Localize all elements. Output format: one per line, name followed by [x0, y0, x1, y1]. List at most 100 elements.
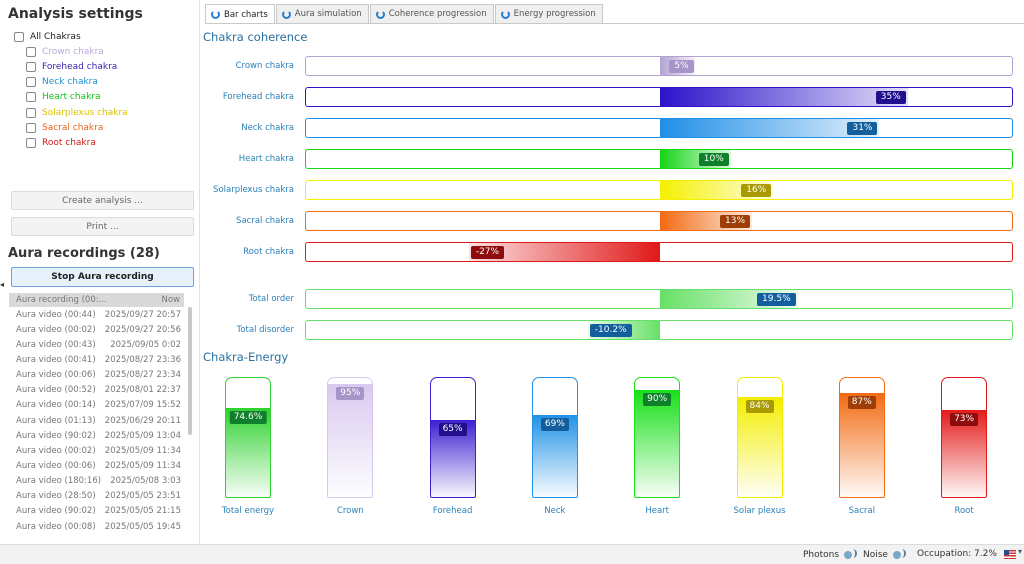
recording-time: 2025/08/27 23:36	[104, 354, 181, 365]
status-bar: Photons Noise Occupation: 7.2%	[0, 544, 1024, 564]
energy-value-label: 74.6%	[229, 411, 267, 425]
coherence-row-label: Total disorder	[236, 325, 294, 335]
checkbox-box[interactable]	[26, 122, 36, 133]
recording-row[interactable]: Aura video (00:02) 2025/05/09 11:34	[9, 443, 184, 458]
energy-column	[531, 377, 578, 498]
energy-value-label: 84%	[745, 400, 774, 414]
energy-column	[429, 377, 476, 498]
energy-value-label: 87%	[847, 396, 876, 410]
checkbox-box[interactable]	[26, 77, 36, 88]
recording-row[interactable]: Aura video (90:02) 2025/05/05 21:15	[9, 504, 184, 519]
recording-row[interactable]: Aura video (00:44) 2025/09/27 20:57	[9, 307, 184, 322]
refresh-icon	[211, 10, 220, 19]
tab-energy-progression[interactable]: Energy progression	[494, 4, 603, 23]
coherence-bar: 31%	[305, 118, 1013, 138]
checkbox-box[interactable]	[14, 31, 24, 42]
recording-row[interactable]: Aura video (00:06) 2025/08/27 23:34	[9, 368, 184, 383]
print-button[interactable]: Print ...	[11, 217, 194, 236]
checkbox-box[interactable]	[26, 61, 36, 72]
coherence-row-label: Solarplexus chakra	[213, 185, 294, 195]
recording-time: 2025/06/29 20:11	[104, 415, 181, 426]
energy-value-label: 95%	[336, 386, 365, 400]
coherence-row-label: Root chakra	[243, 247, 294, 257]
energy-column-fill	[635, 389, 680, 497]
recording-time: 2025/08/01 22:37	[104, 385, 181, 396]
recording-row[interactable]: Aura video (180:16) 2025/05/08 3:03	[9, 474, 184, 489]
recording-row[interactable]: Aura video (00:14) 2025/07/09 15:52	[9, 398, 184, 413]
tab-aura-simulation[interactable]: Aura simulation	[275, 4, 369, 23]
noise-label: Noise	[863, 549, 888, 560]
recordings-scrollbar[interactable]	[188, 307, 192, 435]
recording-row[interactable]: Aura video (01:13) 2025/06/29 20:11	[9, 413, 184, 428]
checkbox-box[interactable]	[26, 137, 36, 148]
recording-row[interactable]: Aura video (00:08) 2025/05/05 19:45	[9, 519, 184, 534]
energy-column-label: Root	[954, 506, 974, 516]
energy-column-label: Solar plexus	[733, 506, 786, 516]
recording-row[interactable]: Aura video (28:50) 2025/05/05 23:51	[9, 489, 184, 504]
energy-column	[225, 377, 271, 498]
coherence-value-label: 5%	[669, 60, 694, 73]
recording-time: 2025/05/05 23:51	[104, 491, 181, 502]
recording-row[interactable]: Aura video (00:02) 2025/09/27 20:56	[9, 322, 184, 337]
checkbox-label: Neck chakra	[42, 77, 98, 88]
refresh-icon	[500, 9, 510, 19]
coherence-value-label: 31%	[847, 122, 878, 135]
coherence-bar: 19.5%	[305, 289, 1013, 309]
collapse-arrow-icon[interactable]: ◂	[0, 280, 5, 289]
recording-row[interactable]: Aura video (90:02) 2025/05/09 13:04	[9, 428, 184, 443]
recording-name: Aura video (00:02)	[16, 445, 96, 456]
checkbox-chakra[interactable]: Sacral chakra	[26, 120, 128, 135]
recording-row[interactable]: Aura video (00:43) 2025/09/05 0:02	[9, 337, 184, 352]
create-analysis-button[interactable]: Create analysis ...	[11, 191, 194, 210]
checkbox-box[interactable]	[26, 46, 36, 57]
recording-time: 2025/09/27 20:57	[104, 309, 181, 320]
left-panel: Analysis settings All Chakras Crown chak…	[0, 0, 200, 544]
recording-row[interactable]: Aura video (00:41) 2025/08/27 23:36	[9, 352, 184, 367]
checkbox-box[interactable]	[26, 107, 36, 118]
recording-list-header-row[interactable]: Aura recording (00:... Now	[9, 293, 184, 307]
tab-label: Aura simulation	[294, 9, 362, 19]
checkbox-box[interactable]	[26, 92, 36, 103]
stop-aura-recording-button[interactable]: Stop Aura recording	[11, 267, 194, 287]
coherence-value-label: 16%	[741, 184, 772, 197]
energy-column-label: Heart	[645, 506, 670, 516]
energy-value-label: 69%	[540, 417, 569, 431]
coherence-row-label: Total order	[248, 294, 294, 304]
coherence-value-label: 35%	[875, 91, 906, 104]
coherence-row-label: Heart chakra	[238, 154, 294, 164]
checkbox-chakra[interactable]: Heart chakra	[26, 90, 128, 105]
tab-bar-charts[interactable]: Bar charts	[205, 4, 275, 24]
checkbox-chakra[interactable]: Forehead chakra	[26, 59, 128, 74]
refresh-icon	[375, 9, 385, 19]
recording-time: 2025/05/09 11:34	[104, 460, 181, 471]
coherence-bar: 35%	[305, 87, 1013, 107]
coherence-bar: -10.2%	[305, 320, 1013, 340]
coherence-bar: 13%	[305, 211, 1013, 231]
checkbox-label: Root chakra	[42, 137, 96, 148]
tab-label: Energy progression	[513, 9, 596, 19]
tab-label: Coherence progression	[388, 9, 487, 19]
tab-coherence-progression[interactable]: Coherence progression	[369, 4, 494, 23]
checkbox-chakra[interactable]: Root chakra	[26, 135, 128, 150]
recording-row[interactable]: Aura video (00:06) 2025/05/09 11:34	[9, 458, 184, 473]
recording-name: Aura video (00:14)	[16, 400, 96, 411]
recording-row[interactable]: Aura video (00:52) 2025/08/01 22:37	[9, 383, 184, 398]
energy-column-fill	[839, 393, 884, 497]
language-flag-icon[interactable]	[1004, 547, 1022, 559]
recording-name: Aura video (00:08)	[16, 521, 96, 532]
checkbox-all-chakras[interactable]: All Chakras	[14, 29, 128, 44]
recording-time: 2025/09/27 20:56	[104, 324, 181, 335]
recording-name: Aura video (00:43)	[16, 339, 96, 350]
recording-time: 2025/09/05 0:02	[110, 339, 181, 350]
checkbox-label: Forehead chakra	[42, 61, 118, 72]
energy-column-label: Crown	[336, 506, 364, 516]
checkbox-chakra[interactable]: Neck chakra	[26, 75, 128, 90]
coherence-value-label: -27%	[470, 246, 505, 259]
recordings-list: Aura video (00:44) 2025/09/27 20:57 Aura v…	[9, 307, 184, 539]
checkbox-chakra[interactable]: Crown chakra	[26, 44, 128, 59]
recording-name: Aura video (90:02)	[16, 506, 96, 517]
recording-time: 2025/05/08 3:03	[110, 476, 181, 487]
checkbox-chakra[interactable]: Solarplexus chakra	[26, 105, 128, 120]
coherence-value-label: -10.2%	[589, 324, 632, 337]
